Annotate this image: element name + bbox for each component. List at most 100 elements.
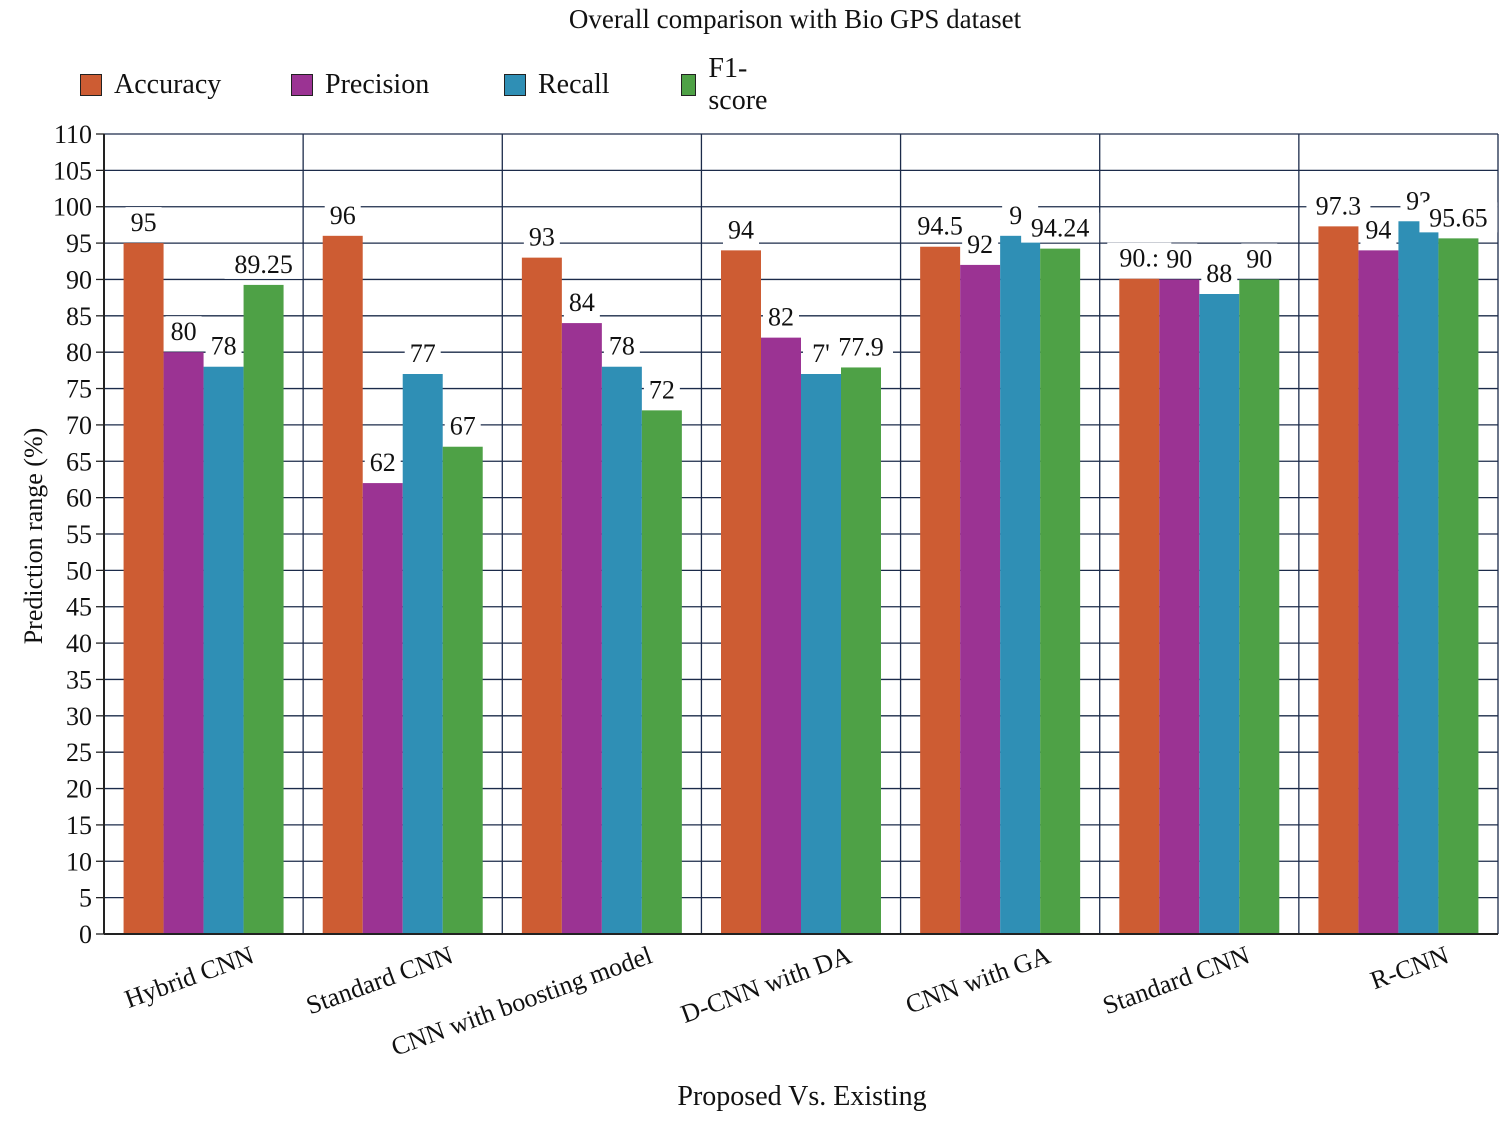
bar <box>1358 250 1399 934</box>
chart-title: Overall comparison with Bio GPS dataset <box>568 4 1022 34</box>
data-label: 78 <box>211 332 237 361</box>
y-tick-label: 75 <box>66 375 92 404</box>
bar <box>841 367 881 934</box>
x-axis-label: Proposed Vs. Existing <box>677 1081 927 1112</box>
legend-item-recall: Recall <box>504 68 610 102</box>
bar <box>761 337 801 934</box>
bar <box>1040 248 1081 935</box>
legend-label-precision: Precision <box>325 69 430 100</box>
data-label: 90 <box>1166 244 1192 273</box>
data-label-bg <box>523 221 560 252</box>
bar <box>920 246 961 934</box>
bar <box>322 235 363 934</box>
data-label-bg <box>165 316 202 347</box>
legend-label-f1-score: F1-score <box>708 53 768 116</box>
bar <box>1159 279 1200 934</box>
data-label-bg <box>1161 243 1198 274</box>
bar <box>641 410 682 934</box>
data-label: 62 <box>370 448 396 477</box>
legend-swatch-accuracy <box>80 74 102 96</box>
legend-swatch-precision <box>291 74 313 96</box>
y-tick-label: 80 <box>66 338 92 367</box>
data-label: 93 <box>529 223 555 252</box>
data-label: 95.65 <box>1429 203 1488 232</box>
x-tick-label: Hybrid CNN <box>121 940 258 1014</box>
data-label: 84 <box>569 288 595 317</box>
data-label-bg <box>763 301 799 332</box>
data-label-bg <box>1306 190 1371 221</box>
y-tick-label: 20 <box>66 775 92 804</box>
data-label-bg <box>404 338 441 368</box>
bar <box>442 446 483 934</box>
data-label: 77 <box>410 339 436 368</box>
data-label-bg <box>224 248 303 279</box>
y-tick-label: 65 <box>66 447 92 476</box>
data-label-bg <box>723 214 759 245</box>
y-tick-label: 50 <box>66 556 92 585</box>
data-label-bg <box>444 410 481 441</box>
legend-label-accuracy: Accuracy <box>114 69 222 100</box>
bar <box>1000 235 1041 934</box>
bar <box>123 243 164 934</box>
bar <box>362 483 403 934</box>
data-label-bg <box>962 228 999 259</box>
data-label-bg <box>364 447 401 478</box>
x-tick-label: Standard CNN <box>302 940 457 1020</box>
bar <box>1438 238 1479 934</box>
bar <box>801 374 841 934</box>
data-label: 80 <box>171 317 197 346</box>
x-tick-label: R-CNN <box>1367 940 1453 995</box>
data-label: 90.: <box>1119 244 1159 273</box>
data-label-bg <box>908 210 973 241</box>
legend-item-accuracy: Accuracy <box>80 68 221 102</box>
bar <box>960 264 1001 935</box>
bar <box>1199 294 1240 934</box>
legend-swatch-recall <box>504 74 526 96</box>
data-label: 67 <box>450 412 476 441</box>
data-label-bg <box>125 207 162 238</box>
data-label: 72 <box>649 375 675 404</box>
y-tick-label: 55 <box>66 520 92 549</box>
bar <box>163 352 204 934</box>
legend-label-recall: Recall <box>538 69 610 100</box>
y-tick-label: 10 <box>66 847 92 876</box>
legend-swatch-f1-score <box>681 74 697 96</box>
bar <box>1239 279 1280 934</box>
bar <box>521 257 562 934</box>
x-tick-label: CNN with GA <box>902 940 1055 1019</box>
data-label: 94 <box>1365 215 1391 244</box>
bar <box>561 323 602 934</box>
bar <box>243 284 284 935</box>
y-axis-label: Prediction range (%) <box>19 427 48 645</box>
data-label-bg <box>1021 212 1100 243</box>
bar <box>402 374 443 934</box>
data-label: 92 <box>967 230 993 259</box>
y-tick-label: 5 <box>79 884 92 913</box>
data-label-bg <box>563 287 600 318</box>
legend-item-precision: Precision <box>291 68 429 102</box>
bar <box>1119 278 1160 934</box>
data-label: 94 <box>728 215 754 244</box>
data-label-bg <box>324 199 361 230</box>
data-label-bg <box>603 330 640 361</box>
y-tick-label: 15 <box>66 811 92 840</box>
bar <box>601 366 642 934</box>
x-tick-label: Standard CNN <box>1099 940 1254 1020</box>
y-tick-label: 25 <box>66 738 92 767</box>
x-tick-label: D-CNN with DA <box>677 940 855 1029</box>
bar <box>1318 226 1359 934</box>
data-label-bg <box>205 330 242 361</box>
data-label-bg <box>1360 214 1397 245</box>
bar <box>721 250 761 934</box>
y-tick-label: 40 <box>66 629 92 658</box>
y-tick-label: 95 <box>66 229 92 258</box>
data-label: 90 <box>1246 244 1272 273</box>
data-label: 95 <box>131 208 157 237</box>
legend-item-f1-score: F1-score <box>681 53 774 116</box>
bar <box>203 366 244 934</box>
y-tick-label: 30 <box>66 702 92 731</box>
y-tick-label: 105 <box>53 156 92 185</box>
data-label: 78 <box>609 332 635 361</box>
data-label: 89.25 <box>234 250 293 279</box>
